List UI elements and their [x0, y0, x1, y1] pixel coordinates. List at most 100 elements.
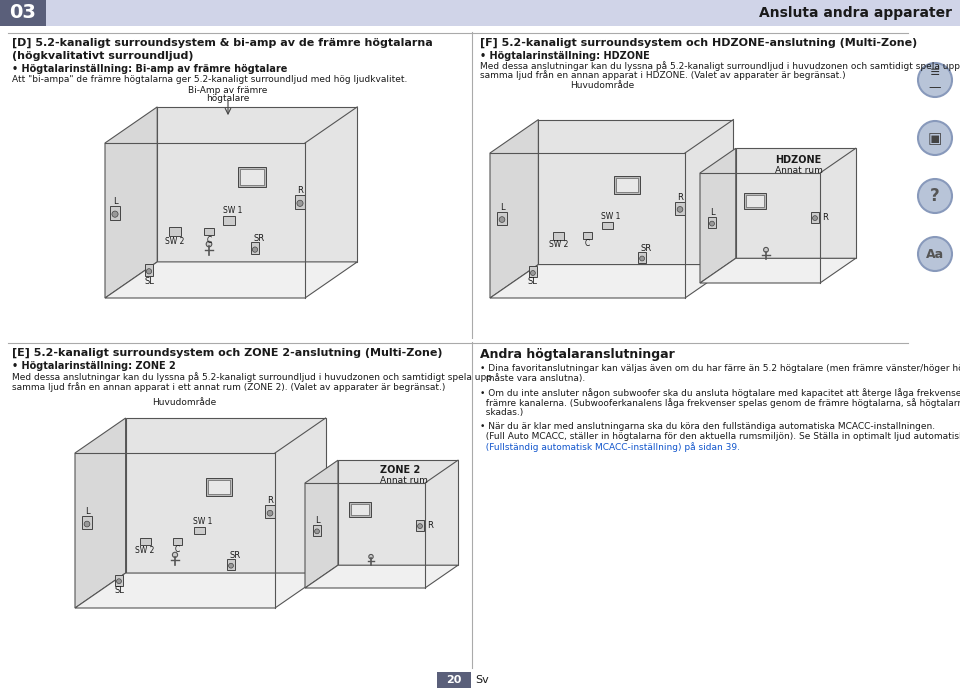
Text: SW 2: SW 2	[165, 237, 184, 246]
Circle shape	[315, 529, 320, 534]
Text: SL: SL	[114, 586, 124, 595]
FancyBboxPatch shape	[46, 0, 960, 26]
Text: SW 1: SW 1	[601, 212, 621, 221]
Text: Sv: Sv	[475, 675, 489, 685]
FancyBboxPatch shape	[208, 480, 230, 494]
Text: Ansluta andra apparater: Ansluta andra apparater	[759, 6, 952, 20]
Circle shape	[116, 579, 121, 584]
FancyBboxPatch shape	[295, 195, 305, 209]
FancyBboxPatch shape	[251, 242, 259, 254]
FancyBboxPatch shape	[349, 502, 371, 517]
FancyBboxPatch shape	[173, 538, 181, 544]
Text: • Om du inte ansluter någon subwoofer ska du ansluta högtalare med kapacitet att: • Om du inte ansluter någon subwoofer sk…	[480, 388, 960, 398]
Text: Att "bi-ampa" de främre högtalarna ger 5.2-kanaligt surroundljud med hög ljudkva: Att "bi-ampa" de främre högtalarna ger 5…	[12, 75, 407, 84]
FancyBboxPatch shape	[110, 206, 120, 220]
Text: • Högtalarinställning: ZONE 2: • Högtalarinställning: ZONE 2	[12, 361, 176, 371]
Text: SW 2: SW 2	[135, 546, 155, 555]
FancyBboxPatch shape	[616, 178, 638, 192]
Text: SR: SR	[253, 234, 265, 243]
Text: Aa: Aa	[926, 248, 944, 260]
Text: [E] 5.2-kanaligt surroundsystem och ZONE 2-anslutning (Multi-Zone): [E] 5.2-kanaligt surroundsystem och ZONE…	[12, 348, 443, 358]
Polygon shape	[539, 119, 733, 265]
Text: SW 1: SW 1	[224, 206, 243, 215]
Polygon shape	[105, 262, 357, 298]
Circle shape	[146, 269, 152, 274]
Text: R: R	[427, 521, 433, 530]
Text: Andra högtalaranslutningar: Andra högtalaranslutningar	[480, 348, 675, 361]
Circle shape	[531, 271, 536, 276]
Text: SW 1: SW 1	[193, 517, 213, 526]
Text: C: C	[585, 239, 590, 248]
Text: ▣: ▣	[927, 131, 942, 147]
Polygon shape	[157, 107, 357, 262]
FancyBboxPatch shape	[206, 478, 232, 496]
FancyBboxPatch shape	[139, 537, 151, 545]
Circle shape	[267, 510, 273, 516]
Text: skadas.): skadas.)	[480, 408, 523, 417]
Text: måste vara anslutna).: måste vara anslutna).	[480, 374, 586, 383]
FancyBboxPatch shape	[614, 176, 640, 194]
Circle shape	[639, 256, 644, 261]
FancyBboxPatch shape	[746, 195, 764, 207]
Text: (Fullständig automatisk MCACC-inställning) på sidan 39.: (Fullständig automatisk MCACC-inställnin…	[480, 442, 740, 452]
Text: C: C	[206, 236, 211, 245]
Text: SL: SL	[528, 277, 538, 286]
Polygon shape	[75, 418, 126, 608]
Text: SL: SL	[144, 276, 154, 285]
FancyBboxPatch shape	[313, 525, 321, 536]
FancyBboxPatch shape	[351, 504, 369, 514]
Text: • Högtalarinställning: Bi-amp av främre högtalare: • Högtalarinställning: Bi-amp av främre …	[12, 64, 287, 74]
Circle shape	[112, 211, 118, 217]
Text: [D] 5.2-kanaligt surroundsystem & bi-amp av de främre högtalarna: [D] 5.2-kanaligt surroundsystem & bi-amp…	[12, 38, 433, 48]
Text: [F] 5.2-kanaligt surroundsystem och HDZONE-anslutning (Multi-Zone): [F] 5.2-kanaligt surroundsystem och HDZO…	[480, 38, 917, 48]
FancyBboxPatch shape	[145, 264, 154, 276]
FancyBboxPatch shape	[169, 227, 181, 235]
Text: ZONE 2: ZONE 2	[380, 465, 420, 475]
FancyBboxPatch shape	[744, 193, 766, 209]
Circle shape	[812, 216, 817, 221]
Text: L: L	[315, 516, 320, 525]
Circle shape	[297, 200, 303, 207]
Text: (Full Auto MCACC, ställer in högtalarna för den aktuella rumsmiljön). Se Ställa : (Full Auto MCACC, ställer in högtalarna …	[480, 432, 960, 441]
FancyBboxPatch shape	[115, 574, 123, 586]
Text: Med dessa anslutningar kan du lyssna på 5.2-kanaligt surroundljud i huvudzonen o: Med dessa anslutningar kan du lyssna på …	[480, 61, 960, 71]
Text: ?: ?	[930, 187, 940, 205]
Text: SR: SR	[640, 244, 652, 253]
Polygon shape	[105, 107, 157, 298]
FancyBboxPatch shape	[416, 519, 424, 530]
Text: SR: SR	[229, 551, 241, 560]
Polygon shape	[305, 460, 338, 588]
Circle shape	[206, 242, 212, 247]
Circle shape	[84, 521, 90, 527]
Polygon shape	[75, 573, 325, 608]
Text: L: L	[84, 507, 89, 517]
Text: Annat rum: Annat rum	[380, 476, 428, 485]
FancyBboxPatch shape	[638, 252, 646, 263]
Text: • När du är klar med anslutningarna ska du köra den fullständiga automatiska MCA: • När du är klar med anslutningarna ska …	[480, 422, 935, 431]
Text: ≡
—: ≡ —	[928, 66, 941, 94]
Text: Annat rum: Annat rum	[775, 166, 823, 175]
Text: (högkvalitativt surroundljud): (högkvalitativt surroundljud)	[12, 51, 194, 61]
Text: samma ljud från en annan apparat i ett annat rum (ZONE 2). (Valet av apparater ä: samma ljud från en annan apparat i ett a…	[12, 382, 445, 392]
Polygon shape	[490, 265, 733, 298]
Text: • Dina favoritanslutningar kan väljas även om du har färre än 5.2 högtalare (men: • Dina favoritanslutningar kan väljas äv…	[480, 364, 960, 373]
FancyBboxPatch shape	[676, 202, 684, 214]
Polygon shape	[126, 418, 325, 573]
Circle shape	[499, 216, 505, 223]
Circle shape	[369, 554, 373, 559]
FancyBboxPatch shape	[497, 211, 507, 225]
Text: L: L	[500, 202, 504, 211]
Text: R: R	[297, 186, 303, 195]
Polygon shape	[700, 258, 855, 283]
Text: högtalare: högtalare	[206, 94, 250, 103]
FancyBboxPatch shape	[553, 232, 564, 239]
FancyBboxPatch shape	[194, 527, 204, 535]
Text: 20: 20	[446, 675, 462, 685]
Polygon shape	[735, 148, 855, 258]
Text: samma ljud från en annan apparat i HDZONE. (Valet av apparater är begränsat.): samma ljud från en annan apparat i HDZON…	[480, 70, 846, 80]
Circle shape	[228, 563, 233, 568]
Polygon shape	[338, 460, 458, 565]
Circle shape	[418, 524, 422, 528]
Polygon shape	[305, 565, 458, 588]
Polygon shape	[490, 119, 539, 298]
